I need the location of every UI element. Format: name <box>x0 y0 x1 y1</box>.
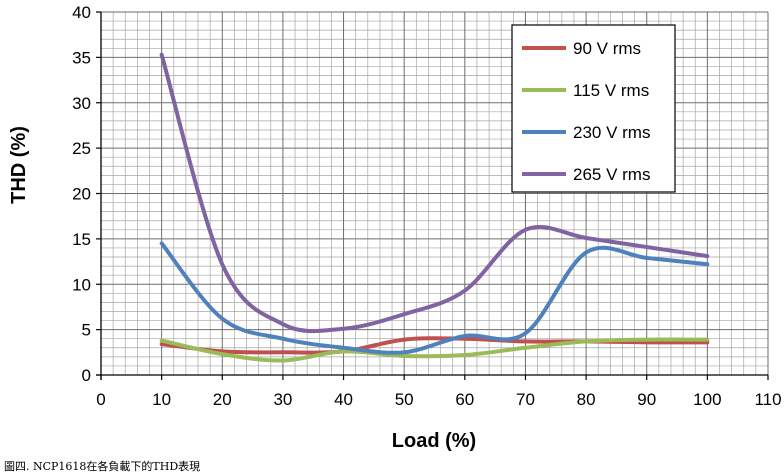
x-tick-label: 10 <box>152 390 171 409</box>
x-axis-title: Load (%) <box>392 430 476 452</box>
series-lines <box>159 52 710 363</box>
legend: 90 V rms 115 V rms 230 V rms 265 V rms <box>511 24 676 193</box>
y-tick-label: 15 <box>72 230 91 249</box>
x-tick-label: 40 <box>334 390 353 409</box>
x-tick-labels: 0 10 20 30 40 50 60 70 80 90 100 110 <box>96 390 781 409</box>
legend-label-1: 90 V rms <box>573 39 641 58</box>
x-tick-label: 50 <box>395 390 414 409</box>
thd-vs-load-chart: 0 5 10 15 20 25 30 35 40 0 10 20 30 40 50 60 70 80 90 100 1… <box>8 3 782 452</box>
axes <box>96 11 769 380</box>
legend-label-3: 230 V rms <box>573 123 650 142</box>
x-tick-label: 30 <box>273 390 292 409</box>
figure-caption: 圖四. NCP1618在各負載下的THD表現 <box>4 460 201 473</box>
legend-box <box>511 24 676 193</box>
y-tick-label: 40 <box>72 3 91 22</box>
x-tick-label: 0 <box>96 390 105 409</box>
y-tick-label: 10 <box>72 275 91 294</box>
legend-label-2: 115 V rms <box>573 81 649 100</box>
y-tick-label: 0 <box>82 366 91 385</box>
legend-label-4: 265 V rms <box>573 165 650 184</box>
y-tick-label: 25 <box>72 139 91 158</box>
y-tick-label: 30 <box>72 94 91 113</box>
x-tick-label: 80 <box>577 390 596 409</box>
series-line-4 <box>159 52 710 334</box>
x-tick-label: 90 <box>637 390 656 409</box>
y-tick-label: 5 <box>82 321 91 340</box>
y-tick-label: 20 <box>72 185 91 204</box>
series-line-2 <box>159 337 710 363</box>
x-tick-label: 100 <box>693 390 721 409</box>
x-tick-label: 70 <box>516 390 535 409</box>
x-tick-label: 110 <box>754 390 781 409</box>
y-tick-labels: 0 5 10 15 20 25 30 35 40 <box>72 3 91 385</box>
series-line-3 <box>159 241 710 355</box>
x-tick-label: 20 <box>213 390 232 409</box>
x-tick-label: 60 <box>455 390 474 409</box>
y-axis-title: THD (%) <box>8 126 30 204</box>
y-tick-label: 35 <box>72 48 91 67</box>
